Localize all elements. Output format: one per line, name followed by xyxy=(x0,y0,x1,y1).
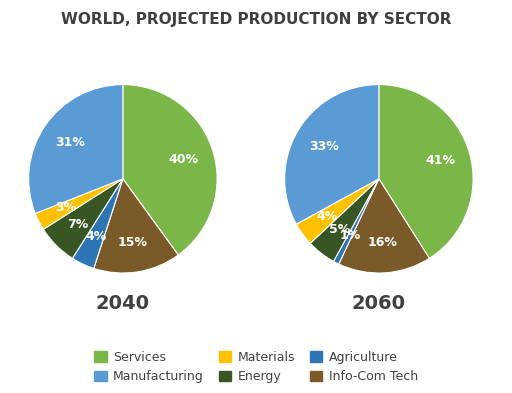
Text: 15%: 15% xyxy=(118,235,148,249)
Wedge shape xyxy=(44,179,123,258)
Wedge shape xyxy=(310,179,379,261)
Wedge shape xyxy=(339,179,430,273)
Text: 31%: 31% xyxy=(55,136,85,149)
Text: 7%: 7% xyxy=(67,218,88,231)
Wedge shape xyxy=(123,84,217,255)
Wedge shape xyxy=(333,179,379,264)
Text: 4%: 4% xyxy=(85,230,106,243)
Text: 16%: 16% xyxy=(368,236,398,249)
Text: 2060: 2060 xyxy=(352,294,406,313)
Text: 40%: 40% xyxy=(169,152,199,165)
Wedge shape xyxy=(29,84,123,213)
Text: 33%: 33% xyxy=(309,140,338,153)
Wedge shape xyxy=(379,84,473,258)
Text: 4%: 4% xyxy=(316,210,338,223)
Text: 1%: 1% xyxy=(339,230,360,242)
Text: 5%: 5% xyxy=(329,223,350,236)
Wedge shape xyxy=(35,179,123,229)
Wedge shape xyxy=(94,179,178,273)
Wedge shape xyxy=(72,179,123,268)
Text: 2040: 2040 xyxy=(96,294,150,313)
Legend: Services, Manufacturing, Materials, Energy, Agriculture, Info-Com Tech: Services, Manufacturing, Materials, Ener… xyxy=(91,347,421,387)
Text: 41%: 41% xyxy=(425,154,455,167)
Wedge shape xyxy=(285,84,379,224)
Text: WORLD, PROJECTED PRODUCTION BY SECTOR: WORLD, PROJECTED PRODUCTION BY SECTOR xyxy=(61,12,451,27)
Wedge shape xyxy=(296,179,379,243)
Text: 3%: 3% xyxy=(55,201,76,215)
